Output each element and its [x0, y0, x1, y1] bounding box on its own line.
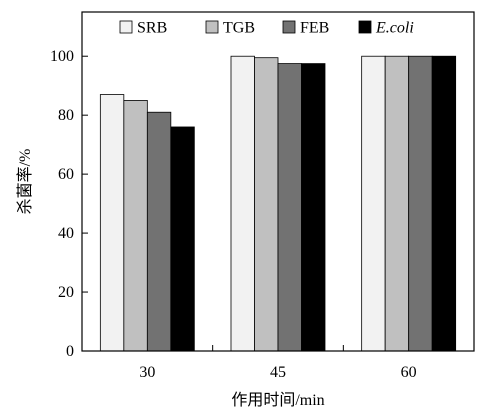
bar-tgb-30: [123, 100, 148, 352]
y-tick-label: 20: [58, 284, 74, 301]
legend-label: FEB: [300, 20, 329, 37]
legend-item-ecoli: E.coli: [358, 20, 414, 37]
bar-feb-60: [408, 55, 433, 352]
y-tick-label: 80: [58, 107, 74, 124]
bar-feb-45: [277, 63, 302, 352]
y-tick-label: 60: [58, 166, 74, 183]
bar-srb-60: [361, 55, 386, 352]
y-tick-label: 40: [58, 225, 74, 242]
bar-feb-30: [146, 111, 172, 352]
x-axis-title: 作用时间/min: [231, 391, 324, 409]
legend-label: SRB: [137, 20, 167, 37]
bar-srb-45: [230, 55, 255, 352]
bar-ecoli-30: [170, 126, 195, 352]
bar-tgb-60: [384, 55, 410, 352]
legend-swatch: [205, 20, 219, 34]
plot-frame: [81, 11, 475, 352]
x-tick-label: 45: [270, 364, 286, 381]
bar-tgb-45: [254, 57, 279, 352]
bar-ecoli-45: [301, 63, 326, 352]
legend-swatch: [119, 20, 133, 34]
x-tick-label: 30: [139, 364, 155, 381]
bar-ecoli-60: [431, 55, 457, 352]
x-axis-ticks: 30 45 60: [139, 345, 417, 381]
legend-item-srb: SRB: [119, 20, 167, 37]
legend-swatch: [358, 20, 372, 34]
legend-label: TGB: [223, 20, 255, 37]
y-axis-ticks: 0 20 40 60 80 100: [50, 48, 88, 360]
legend-item-feb: FEB: [282, 20, 329, 37]
legend: SRB TGB FEB E.coli: [119, 20, 414, 37]
legend-item-tgb: TGB: [205, 20, 255, 37]
y-axis-title: 杀菌率/%: [16, 149, 34, 215]
bars-layer: [99, 55, 457, 352]
bar-srb-30: [99, 94, 125, 352]
legend-swatch: [282, 20, 296, 34]
x-tick-label: 60: [401, 364, 417, 381]
y-tick-label: 0: [66, 343, 74, 360]
y-tick-label: 100: [50, 48, 74, 65]
legend-label: E.coli: [375, 20, 414, 37]
